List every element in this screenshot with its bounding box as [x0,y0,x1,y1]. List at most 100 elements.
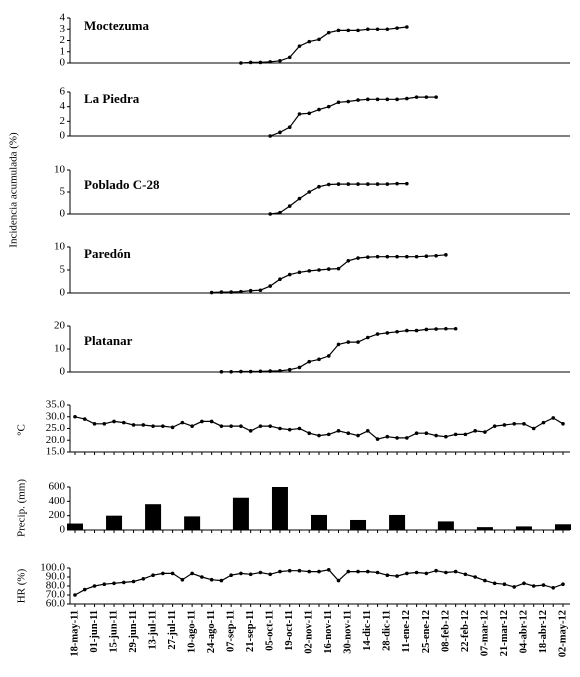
x-tick-label: 02-nov-11 [304,610,315,654]
point [366,97,370,102]
point [307,359,312,364]
point [366,255,370,259]
point [356,340,360,344]
point [346,99,351,104]
y-tick-label: 35.0 [46,399,66,411]
point [141,577,146,581]
point [356,433,360,438]
point [82,587,87,592]
point [561,582,565,586]
point [414,328,419,333]
point [473,575,477,579]
point [161,571,165,576]
y-tick-label: 4 [60,100,66,112]
point [326,568,331,572]
point [248,572,253,577]
point [434,95,438,99]
y-tick-label: 15.0 [46,446,66,458]
point [444,253,448,257]
point [209,290,214,295]
point [346,259,351,263]
point [366,569,370,574]
series-line [211,254,446,294]
point [395,26,399,30]
point [102,582,107,586]
y-tick-label: 20 [54,320,66,332]
x-tick-label: 10-ago-11 [187,610,198,653]
point [326,432,331,437]
y-axis-label: °C [16,424,28,436]
point [444,570,448,575]
y-tick-label: 30.0 [46,410,66,422]
point [356,28,360,33]
point [258,288,263,293]
point [405,436,409,440]
y-tick-label: 2 [60,115,66,127]
y-axis-label: Incidencia acumulada (%) [8,132,20,248]
point [268,369,273,373]
point [375,332,380,336]
point [375,27,380,32]
point [414,254,419,259]
y-tick-label: 6 [60,86,66,98]
point [219,290,224,294]
series-line [270,183,407,215]
x-tick-label: 04-abr-12 [518,610,529,653]
point [444,326,448,331]
bar [232,497,249,530]
point [122,420,126,425]
point [317,569,321,574]
point [483,430,487,434]
point [395,254,399,259]
y-tick-label: 80.0 [46,580,66,592]
point [219,424,224,428]
point [92,584,97,588]
point [131,423,136,427]
y-axis-label: Precip. (mm) [16,479,28,537]
point [297,44,302,48]
point [278,277,282,282]
x-tick-label: 08-feb-12 [440,610,451,652]
point [336,182,341,186]
y-tick-label: 5 [60,264,66,276]
point [541,420,546,425]
point [434,327,438,331]
point [307,569,312,574]
point [248,60,253,65]
point [483,578,487,583]
point [346,340,351,344]
point [317,184,321,189]
point [170,425,175,430]
point [307,111,312,116]
x-tick-label: 30-nov-11 [343,610,354,654]
x-tick-label: 18-may-11 [69,610,80,657]
point [248,288,253,293]
point [73,593,77,597]
point [336,342,341,347]
x-tick-label: 21-mar-12 [499,610,510,656]
point [326,354,331,358]
point [414,570,419,575]
point [268,134,273,138]
point [453,432,458,437]
y-tick-label: 2 [60,34,66,46]
x-tick-label: 15-jun-11 [108,610,119,653]
point [307,431,312,436]
point [385,573,390,577]
point [375,254,380,259]
point [375,97,380,102]
x-tick-label: 07-sep-11 [226,610,237,652]
point [326,267,331,271]
point [522,581,526,586]
y-tick-label: 1 [60,45,66,57]
point [190,571,194,576]
point [395,574,399,578]
point [424,431,429,436]
point [297,196,302,201]
x-tick-label: 27-jul-11 [167,610,178,650]
point [122,580,126,585]
x-tick-label: 22-feb-12 [460,610,471,652]
point [239,61,243,65]
x-tick-label: 18-abr-12 [538,610,549,653]
point [229,290,233,294]
